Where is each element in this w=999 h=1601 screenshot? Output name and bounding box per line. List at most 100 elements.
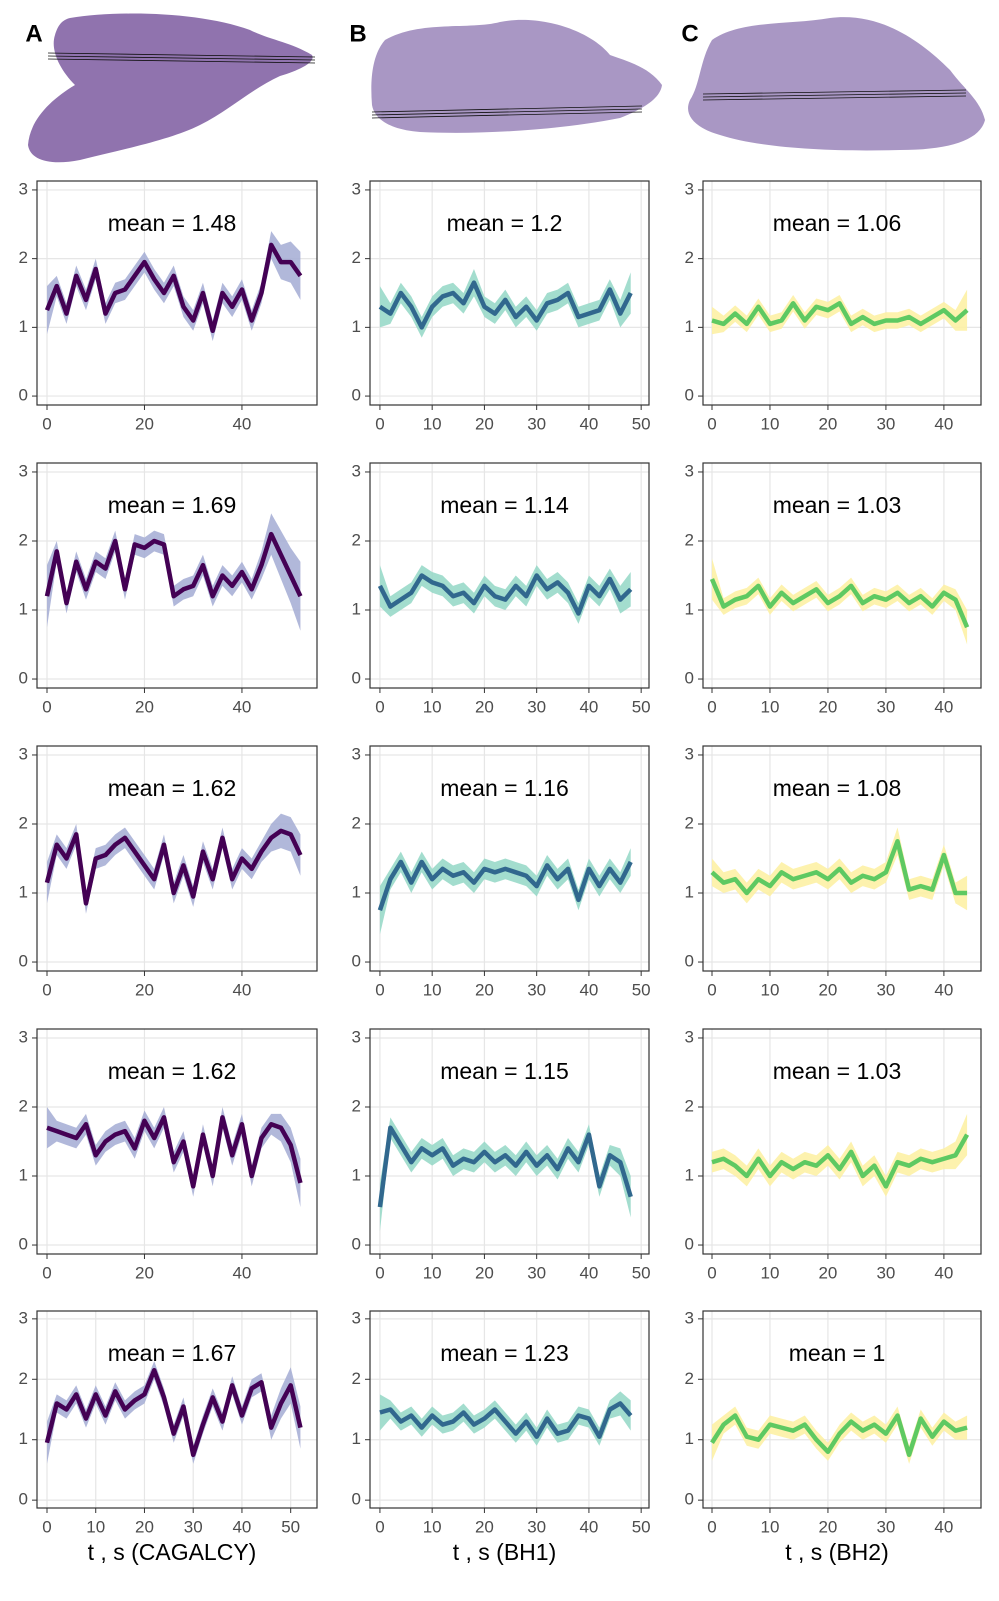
ribbon [711, 1113, 968, 1197]
annotation: mean = 1.03 [773, 1058, 902, 1084]
x-tick-label: 30 [527, 1263, 546, 1282]
y-tick-label: 3 [19, 179, 28, 198]
y-tick-label: 1 [352, 1165, 361, 1184]
line [709, 578, 970, 629]
panel: 0 1 2 3 0 20 40 mean = 1.48 [19, 179, 318, 433]
y-tick-label: 1 [685, 1429, 694, 1448]
panel-background [370, 1311, 649, 1508]
x-tick-label: 10 [423, 414, 442, 433]
x-tick-label: 10 [761, 980, 780, 999]
annotation: mean = 1 [789, 1340, 886, 1366]
x-tick-label: 40 [579, 1517, 598, 1536]
panel-border [36, 462, 318, 689]
y-tick-label: 3 [352, 1308, 361, 1327]
x-tick-label: 30 [527, 414, 546, 433]
panel-border [702, 1028, 982, 1255]
x-tick-label: 20 [818, 697, 837, 716]
y-tick-label: 2 [352, 248, 361, 267]
x-tick-label: 40 [232, 1517, 251, 1536]
ribbon [711, 558, 968, 645]
panel-background [703, 746, 981, 971]
y-tick-label: 0 [685, 1235, 694, 1254]
x-tick-label: 30 [876, 1263, 895, 1282]
x-tick-label: 0 [707, 980, 716, 999]
annotation: mean = 1.16 [440, 775, 569, 801]
x-tick-label: 0 [707, 414, 716, 433]
annotation: mean = 1.62 [108, 1058, 237, 1084]
x-tick-label: 0 [42, 980, 51, 999]
panel-background [370, 1029, 649, 1254]
x-tick-label: 10 [761, 1517, 780, 1536]
x-tick-label: 30 [527, 697, 546, 716]
y-tick-label: 0 [19, 1490, 28, 1509]
scan-lines [47, 52, 316, 64]
x-tick-label: 20 [475, 1517, 494, 1536]
y-tick-label: 2 [685, 248, 694, 267]
panel: 0 1 2 3 0 20 40 mean = 1.62 [19, 1027, 318, 1282]
panel: 0 1 2 3 0 20 40 mean = 1.62 [19, 744, 318, 999]
panel-border [36, 745, 318, 972]
x-tick-label: 10 [86, 1517, 105, 1536]
x-tick-label: 40 [232, 1263, 251, 1282]
line [44, 1367, 303, 1458]
y-tick-label: 0 [685, 669, 694, 688]
brain-image-c [688, 17, 985, 151]
brain-section [28, 13, 313, 163]
line [46, 1115, 303, 1189]
panel-border [369, 1028, 650, 1255]
panel-border [369, 462, 650, 689]
x-tick-label: 20 [135, 1517, 154, 1536]
y-tick-label: 0 [352, 669, 361, 688]
y-tick-label: 2 [19, 813, 28, 832]
x-tick-label: 0 [42, 1517, 51, 1536]
y-tick-label: 2 [685, 1369, 694, 1388]
panel-border [702, 745, 982, 972]
x-tick-label: 0 [42, 697, 51, 716]
x-tick-label: 40 [579, 980, 598, 999]
y-tick-label: 3 [685, 744, 694, 763]
x-tick-label: 10 [423, 697, 442, 716]
x-tick-label: 30 [527, 980, 546, 999]
line [710, 1413, 968, 1458]
x-tick-label: 0 [375, 414, 384, 433]
line [710, 838, 968, 896]
y-tick-label: 3 [19, 1308, 28, 1327]
y-tick-label: 3 [352, 461, 361, 480]
x-tick-label: 0 [42, 414, 51, 433]
x-tick-label: 40 [934, 1517, 953, 1536]
x-tick-label: 20 [135, 980, 154, 999]
x-tick-label: 50 [632, 1263, 651, 1282]
y-tick-label: 0 [19, 1235, 28, 1254]
y-tick-label: 1 [19, 1165, 28, 1184]
annotation: mean = 1.03 [773, 492, 902, 518]
y-tick-label: 1 [352, 317, 361, 336]
line [378, 280, 633, 330]
line [377, 859, 633, 911]
x-tick-label: 30 [876, 414, 895, 433]
x-tick-label: 30 [876, 980, 895, 999]
brain-image-b [371, 19, 662, 133]
line [44, 828, 303, 906]
y-tick-label: 2 [352, 530, 361, 549]
scan-lines [702, 89, 967, 101]
x-tick-label: 40 [232, 980, 251, 999]
y-tick-label: 1 [685, 882, 694, 901]
annotation: mean = 1.69 [108, 492, 237, 518]
y-tick-label: 2 [685, 530, 694, 549]
y-tick-label: 3 [685, 1308, 694, 1327]
x-axis-title: t , s (BH1) [453, 1539, 557, 1565]
annotation: mean = 1.15 [440, 1058, 569, 1084]
annotation: mean = 1.23 [440, 1340, 569, 1366]
y-tick-label: 3 [685, 1027, 694, 1046]
x-tick-label: 10 [423, 1263, 442, 1282]
y-tick-label: 0 [685, 386, 694, 405]
panel-border [702, 462, 982, 689]
y-tick-label: 0 [352, 952, 361, 971]
y-tick-label: 3 [352, 1027, 361, 1046]
x-tick-label: 10 [761, 414, 780, 433]
